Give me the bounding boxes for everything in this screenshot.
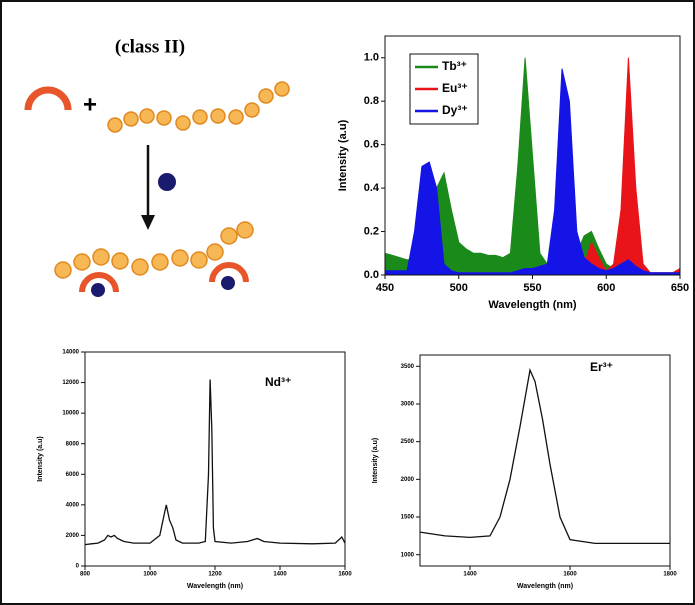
y-tick-label: 2500 <box>401 439 415 445</box>
y-tick-label: 14000 <box>62 350 79 356</box>
y-tick-label: 0.8 <box>364 95 379 107</box>
annotation: Nd³⁺ <box>265 375 291 389</box>
arrow-head <box>141 215 155 230</box>
metal-ion <box>91 283 105 297</box>
x-axis-label: Wavelength (nm) <box>187 583 243 590</box>
polymer-chain-bound <box>54 221 254 279</box>
line-series <box>419 367 670 545</box>
y-axis-label: Intensity (a.u) <box>372 438 379 484</box>
x-tick-label: 1400 <box>463 572 477 578</box>
y-tick-label: 8000 <box>66 441 80 447</box>
x-tick-label: 550 <box>523 282 541 294</box>
legend-label: Tb³⁺ <box>442 59 467 73</box>
x-tick-label: 1800 <box>663 572 677 578</box>
y-tick-label: 0.0 <box>364 269 379 281</box>
x-tick-label: 1400 <box>273 572 287 578</box>
x-tick-label: 1600 <box>338 572 352 578</box>
diagram: (class II) + <box>24 36 290 297</box>
y-axis-label: Intensity (a.u) <box>337 119 349 191</box>
x-tick-label: 800 <box>80 572 91 578</box>
y-tick-label: 4000 <box>66 502 80 508</box>
y-tick-label: 0.6 <box>364 139 379 151</box>
y-tick-label: 0 <box>76 564 80 570</box>
legend-label: Dy³⁺ <box>442 103 468 117</box>
diagram-title: (class II) <box>115 36 185 57</box>
y-tick-label: 3500 <box>401 364 415 370</box>
x-axis-label: Wavelength (nm) <box>488 299 577 311</box>
y-tick-label: 10000 <box>62 411 79 417</box>
x-tick-label: 1200 <box>208 572 222 578</box>
x-tick-label: 450 <box>376 282 394 294</box>
y-tick-label: 1.0 <box>364 52 379 64</box>
ligand-arc <box>209 262 249 283</box>
y-tick-label: 0.2 <box>364 225 379 237</box>
y-tick-label: 2000 <box>401 477 415 483</box>
x-tick-label: 1600 <box>563 572 577 578</box>
plot-frame <box>419 354 671 567</box>
legend-label: Eu³⁺ <box>442 81 468 95</box>
metal-ion <box>221 276 235 290</box>
y-tick-label: 2000 <box>66 533 80 539</box>
y-tick-label: 1000 <box>401 552 415 558</box>
plus-sign: + <box>83 91 97 118</box>
y-tick-label: 12000 <box>62 380 79 386</box>
ligand-arc <box>79 272 119 293</box>
y-tick-label: 3000 <box>401 402 415 408</box>
annotation: Er³⁺ <box>590 360 613 374</box>
y-tick-label: 0.4 <box>364 182 380 194</box>
area-series <box>384 68 681 276</box>
x-tick-label: 600 <box>597 282 615 294</box>
y-tick-label: 6000 <box>66 472 80 478</box>
line-series <box>84 379 346 546</box>
x-tick-label: 650 <box>671 282 689 294</box>
y-tick-label: 1500 <box>401 515 415 521</box>
polymer-chain <box>107 81 290 133</box>
y-axis-label: Intensity (a.u) <box>37 436 44 482</box>
x-axis-label: Wavelength (nm) <box>517 583 573 590</box>
x-tick-label: 500 <box>450 282 468 294</box>
metal-ion <box>158 173 176 191</box>
x-tick-label: 1000 <box>143 572 157 578</box>
ligand-arc <box>24 86 72 111</box>
